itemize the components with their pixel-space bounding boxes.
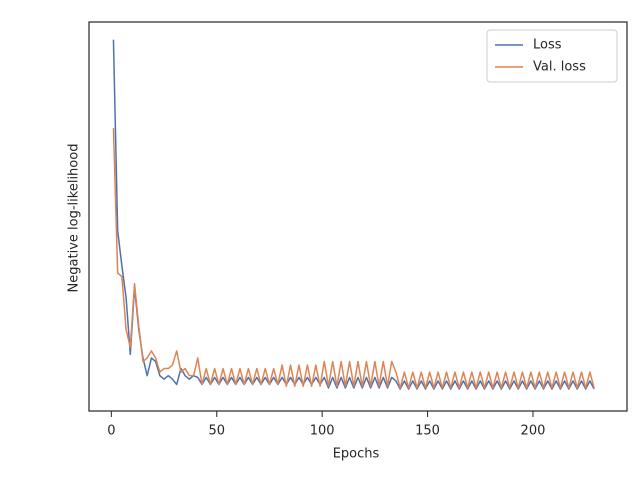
series-line (112, 39, 595, 390)
legend-label: Loss (533, 38, 562, 53)
x-axis-label: Epochs (333, 447, 380, 462)
x-tick-label: 50 (208, 424, 225, 439)
y-axis-label: Negative log-likelihood (67, 144, 82, 293)
legend-box (486, 29, 618, 83)
series-line (112, 128, 595, 389)
plot-frame (88, 21, 628, 412)
x-tick-label: 200 (521, 424, 546, 439)
x-tick-label: 100 (310, 424, 335, 439)
legend-label: Val. loss (533, 60, 586, 75)
x-tick-label: 150 (415, 424, 440, 439)
x-tick-label: 0 (107, 424, 115, 439)
